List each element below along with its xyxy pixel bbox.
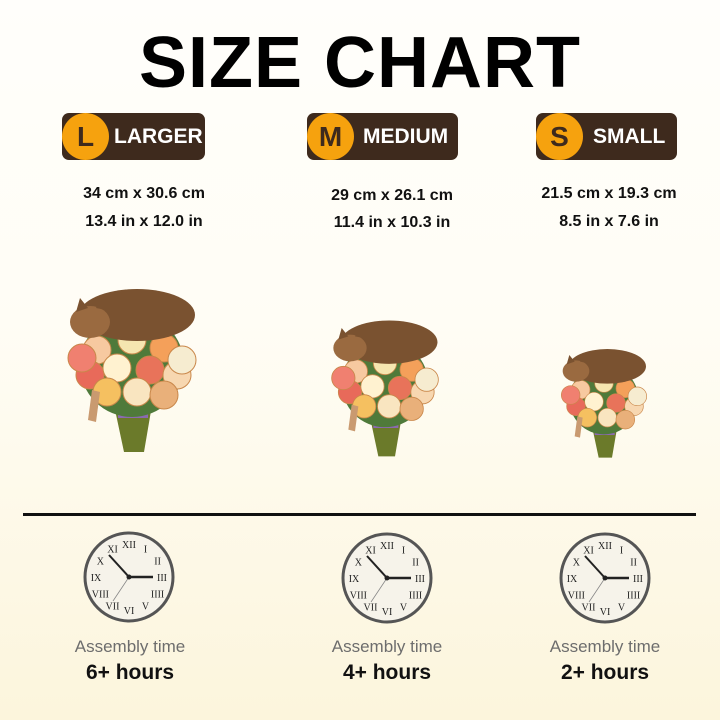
svg-text:V: V — [142, 602, 150, 613]
assembly-time-label-large: Assembly time — [74, 637, 186, 656]
dimension-cm-small: 21.5 cm x 19.3 cm — [541, 185, 677, 202]
svg-text:VII: VII — [106, 602, 120, 613]
svg-text:X: X — [97, 557, 105, 568]
svg-text:VIII: VIII — [92, 590, 109, 601]
svg-text:XI: XI — [365, 545, 376, 556]
svg-text:V: V — [618, 603, 626, 614]
product-image-small — [561, 349, 647, 458]
svg-text:X: X — [355, 558, 363, 569]
svg-text:III: III — [415, 574, 425, 585]
svg-text:VI: VI — [124, 606, 135, 617]
svg-text:II: II — [630, 558, 637, 569]
assembly-time-label-medium: Assembly time — [331, 637, 443, 656]
svg-text:IIII: IIII — [627, 591, 640, 602]
assembly-hours-small: 2+ hours — [560, 661, 650, 684]
dimension-cm-medium: 29 cm x 26.1 cm — [331, 187, 453, 204]
svg-text:II: II — [412, 558, 419, 569]
svg-text:X: X — [573, 558, 581, 569]
svg-text:XII: XII — [380, 541, 394, 552]
page-title: SIZE CHART — [139, 23, 581, 103]
size-badge-small: S SMALL — [536, 113, 677, 160]
svg-text:IX: IX — [349, 574, 360, 585]
size-label-medium: MEDIUM — [363, 124, 449, 148]
svg-text:VIII: VIII — [350, 591, 367, 602]
dimension-in-medium: 11.4 in x 10.3 in — [333, 214, 451, 231]
product-image-large — [67, 289, 197, 452]
svg-text:XI: XI — [107, 544, 118, 555]
svg-text:XII: XII — [122, 540, 136, 551]
svg-text:VI: VI — [600, 607, 611, 618]
svg-text:IX: IX — [567, 574, 578, 585]
svg-text:III: III — [157, 573, 167, 584]
svg-text:VIII: VIII — [568, 591, 585, 602]
svg-text:III: III — [633, 574, 643, 585]
svg-text:IIII: IIII — [409, 591, 422, 602]
assembly-hours-medium: 4+ hours — [342, 661, 432, 684]
svg-text:VI: VI — [382, 607, 393, 618]
svg-text:I: I — [620, 545, 623, 556]
assembly-hours-large: 6+ hours — [85, 661, 175, 684]
size-badge-medium: M MEDIUM — [307, 113, 458, 160]
svg-text:XII: XII — [598, 541, 612, 552]
svg-text:IIII: IIII — [151, 590, 164, 601]
size-badge-large: L LARGER — [62, 113, 205, 160]
size-label-small: SMALL — [593, 124, 666, 148]
svg-text:II: II — [154, 557, 161, 568]
size-label-large: LARGER — [114, 124, 203, 148]
svg-text:IX: IX — [91, 573, 102, 584]
divider — [23, 513, 696, 516]
svg-text:VII: VII — [364, 603, 378, 614]
size-letter-medium: M — [307, 113, 354, 160]
size-letter-small: S — [536, 113, 583, 160]
product-image-medium — [331, 320, 439, 457]
svg-text:V: V — [400, 603, 408, 614]
dimension-in-large: 13.4 in x 12.0 in — [85, 213, 203, 230]
size-letter-large: L — [62, 113, 109, 160]
svg-text:I: I — [402, 545, 405, 556]
svg-text:XI: XI — [583, 545, 594, 556]
assembly-time-label-small: Assembly time — [549, 637, 661, 656]
svg-text:VII: VII — [582, 603, 596, 614]
dimension-in-small: 8.5 in x 7.6 in — [559, 213, 659, 230]
svg-text:I: I — [144, 544, 147, 555]
dimension-cm-large: 34 cm x 30.6 cm — [83, 185, 205, 202]
